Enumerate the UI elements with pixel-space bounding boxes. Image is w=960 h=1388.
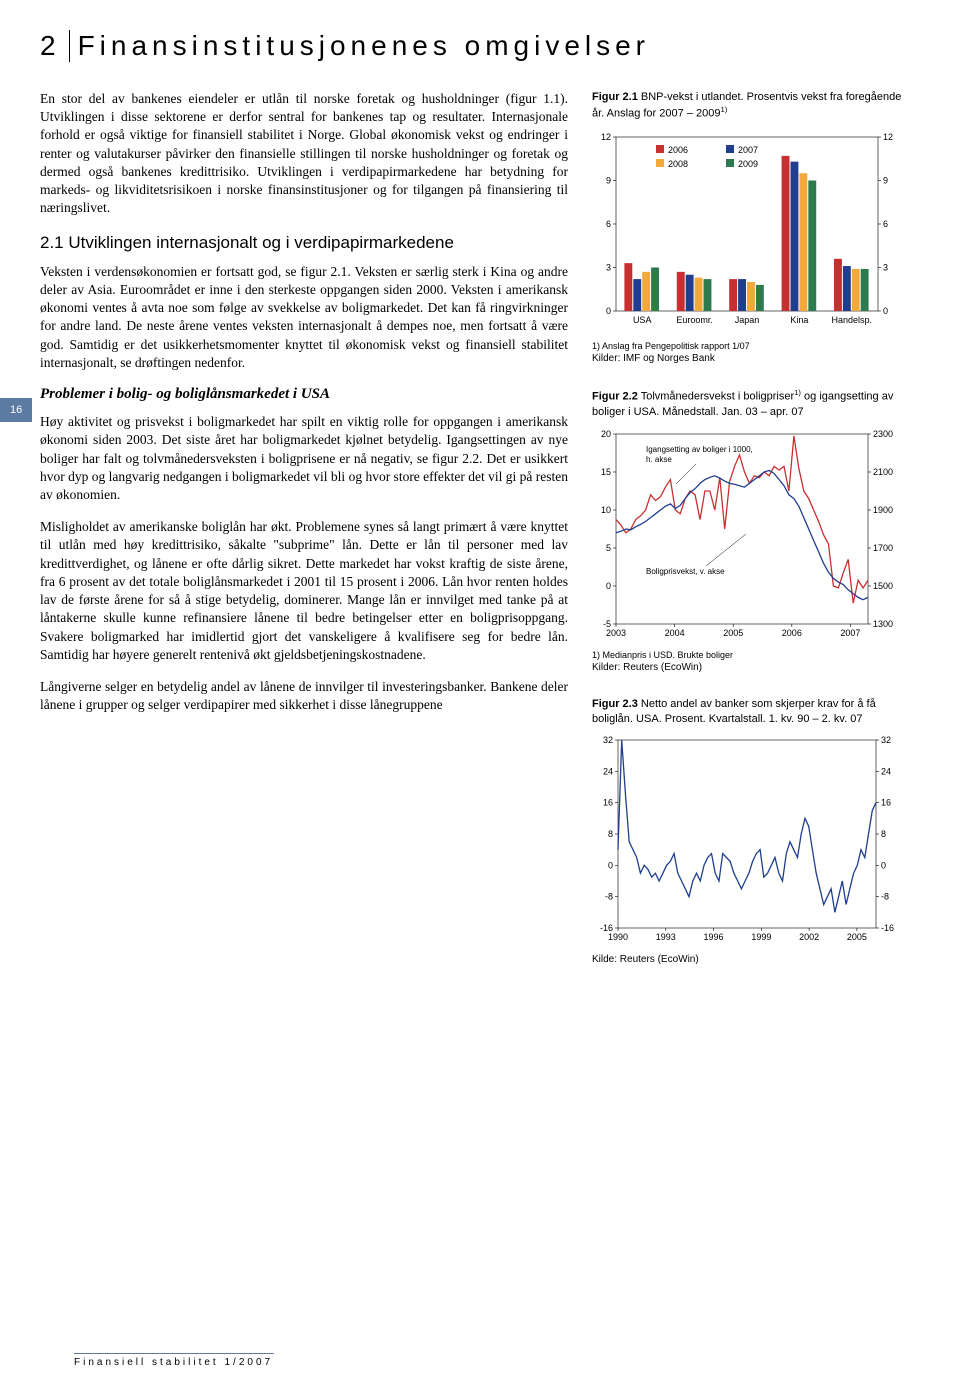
svg-text:2006: 2006: [668, 145, 688, 155]
svg-text:2005: 2005: [723, 628, 743, 638]
svg-text:1993: 1993: [656, 932, 676, 942]
figure-2-1: Figur 2.1 BNP-vekst i utlandet. Prosentv…: [592, 90, 902, 364]
svg-text:24: 24: [881, 767, 891, 777]
svg-text:-8: -8: [605, 892, 613, 902]
figure-2-1-chart: 0 0 3 3 6 6 9 9 12 12 USA Euroomr. Japan Kina Handelsp…: [592, 127, 902, 337]
paragraph-4: Misligholdet av amerikanske boliglån har…: [40, 518, 568, 664]
svg-text:32: 32: [881, 735, 891, 745]
figure-2-2-title: Figur 2.2 Tolvmånedersvekst i boligprise…: [592, 388, 902, 419]
svg-text:0: 0: [606, 306, 611, 316]
figure-2-1-title: Figur 2.1 BNP-vekst i utlandet. Prosentv…: [592, 90, 902, 121]
svg-text:12: 12: [601, 132, 611, 142]
figure-2-2-prefix: Figur 2.2: [592, 391, 638, 403]
svg-text:Igangsetting av boliger i 1000: Igangsetting av boliger i 1000,: [646, 445, 753, 454]
figure-2-2: Figur 2.2 Tolvmånedersvekst i boligprise…: [592, 388, 902, 672]
svg-text:8: 8: [881, 829, 886, 839]
figure-2-3-chart: -16-16-8-8008816162424323219901993199619…: [592, 732, 902, 952]
svg-text:32: 32: [603, 735, 613, 745]
svg-text:10: 10: [601, 505, 611, 515]
svg-text:6: 6: [883, 219, 888, 229]
figure-2-1-prefix: Figur 2.1: [592, 91, 638, 103]
subsection-heading-usa: Problemer i bolig- og boliglånsmarkedet …: [40, 386, 568, 403]
svg-text:USA: USA: [633, 315, 652, 325]
figure-2-1-footnote: 1) Anslag fra Pengepolitisk rapport 1/07: [592, 341, 902, 351]
paragraph-3: Høy aktivitet og prisvekst i boligmarked…: [40, 413, 568, 504]
svg-text:2002: 2002: [799, 932, 819, 942]
svg-text:1990: 1990: [608, 932, 628, 942]
svg-text:8: 8: [608, 829, 613, 839]
figure-2-2-chart: -505101520130015001700190021002300200320…: [592, 426, 902, 646]
svg-text:2008: 2008: [668, 159, 688, 169]
svg-text:2007: 2007: [840, 628, 860, 638]
figure-2-1-sup: 1): [720, 105, 727, 114]
svg-text:2300: 2300: [873, 429, 893, 439]
figure-2-3: Figur 2.3 Netto andel av banker som skje…: [592, 697, 902, 966]
page-header: 2 Finansinstitusjonenes omgivelser: [40, 30, 920, 62]
figure-2-2-text: Tolvmånedersvekst i boligpriser: [641, 391, 794, 403]
figure-2-2-sup: 1): [794, 388, 801, 397]
svg-text:-16: -16: [881, 923, 894, 933]
svg-text:0: 0: [883, 306, 888, 316]
svg-text:Japan: Japan: [735, 315, 760, 325]
svg-text:-8: -8: [881, 892, 889, 902]
figure-2-1-text: BNP-vekst i utlandet. Prosentvis vekst f…: [592, 91, 901, 120]
svg-text:9: 9: [883, 176, 888, 186]
svg-text:16: 16: [881, 798, 891, 808]
svg-text:1996: 1996: [704, 932, 724, 942]
svg-text:5: 5: [606, 543, 611, 553]
svg-text:2009: 2009: [738, 159, 758, 169]
svg-text:16: 16: [603, 798, 613, 808]
svg-text:2007: 2007: [738, 145, 758, 155]
svg-text:1700: 1700: [873, 543, 893, 553]
svg-text:9: 9: [606, 176, 611, 186]
svg-text:1999: 1999: [751, 932, 771, 942]
paragraph-5: Långiverne selger en betydelig andel av …: [40, 678, 568, 714]
section-heading-2-1: 2.1 Utviklingen internasjonalt og i verd…: [40, 232, 568, 253]
svg-text:1300: 1300: [873, 619, 893, 629]
svg-text:12: 12: [883, 132, 893, 142]
figure-2-1-source: Kilder: IMF og Norges Bank: [592, 353, 902, 364]
page-footer: Finansiell stabilitet 1/2007: [74, 1353, 274, 1368]
svg-text:0: 0: [608, 861, 613, 871]
svg-text:Handelsp.: Handelsp.: [832, 315, 873, 325]
svg-text:1500: 1500: [873, 581, 893, 591]
svg-text:Euroomr.: Euroomr.: [676, 315, 713, 325]
svg-text:2003: 2003: [606, 628, 626, 638]
svg-text:20: 20: [601, 429, 611, 439]
svg-text:3: 3: [883, 263, 888, 273]
text-column: 16 En stor del av bankenes eiendeler er …: [40, 90, 568, 989]
svg-text:15: 15: [601, 467, 611, 477]
paragraph-1: En stor del av bankenes eiendeler er utl…: [40, 90, 568, 218]
svg-text:24: 24: [603, 767, 613, 777]
svg-text:6: 6: [606, 219, 611, 229]
svg-text:2100: 2100: [873, 467, 893, 477]
svg-text:2006: 2006: [782, 628, 802, 638]
figure-2-2-footnote: 1) Medianpris i USD. Brukte boliger: [592, 650, 902, 660]
svg-text:Boligprisvekst, v. akse: Boligprisvekst, v. akse: [646, 567, 725, 576]
figure-2-3-source: Kilde: Reuters (EcoWin): [592, 954, 902, 965]
paragraph-2: Veksten i verdensøkonomien er fortsatt g…: [40, 263, 568, 372]
chapter-number: 2: [40, 30, 70, 62]
figure-2-3-prefix: Figur 2.3: [592, 698, 638, 710]
svg-text:2005: 2005: [847, 932, 867, 942]
svg-text:0: 0: [881, 861, 886, 871]
svg-text:1900: 1900: [873, 505, 893, 515]
figure-2-3-title: Figur 2.3 Netto andel av banker som skje…: [592, 697, 902, 727]
svg-text:h. akse: h. akse: [646, 455, 672, 464]
svg-text:Kina: Kina: [790, 315, 808, 325]
figure-2-2-source: Kilder: Reuters (EcoWin): [592, 662, 902, 673]
content-columns: 16 En stor del av bankenes eiendeler er …: [40, 90, 920, 989]
figure-column: Figur 2.1 BNP-vekst i utlandet. Prosentv…: [592, 90, 902, 989]
svg-text:0: 0: [606, 581, 611, 591]
svg-text:3: 3: [606, 263, 611, 273]
svg-text:2004: 2004: [665, 628, 685, 638]
chapter-title: Finansinstitusjonenes omgivelser: [78, 30, 650, 62]
page-number-tab: 16: [0, 398, 32, 422]
